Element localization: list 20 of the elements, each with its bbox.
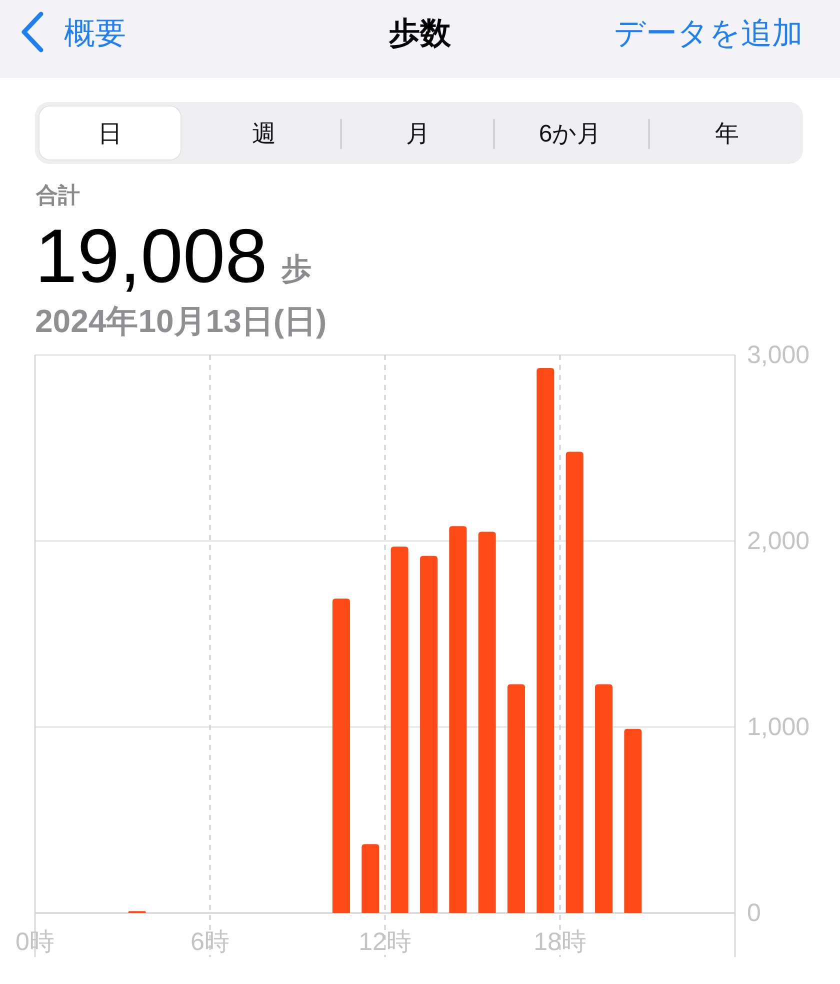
text: データを追加 <box>614 16 803 50</box>
text: 年 <box>715 120 739 148</box>
x-tick-label: 6時 <box>190 928 230 956</box>
y-tick-label: 1,000 <box>747 713 810 741</box>
x-tick-label: 18時 <box>534 928 586 956</box>
text: 週 <box>252 120 276 148</box>
y-tick-label: 3,000 <box>747 341 810 369</box>
text: 合計 <box>35 182 80 208</box>
x-tick-label: 0時 <box>16 928 54 956</box>
text: 概要 <box>64 16 126 50</box>
chart-subtitle: 2024年10月13日(日) <box>35 303 327 339</box>
x-tick-label: 12時 <box>358 928 412 956</box>
y-tick-label: 0 <box>747 899 761 927</box>
text: 歩 <box>280 253 312 286</box>
text: 19,008 <box>35 214 268 299</box>
y-tick-label: 2,000 <box>747 527 810 555</box>
text: 日 <box>98 120 122 148</box>
chart-title: 歩数 <box>388 16 452 50</box>
text: 6か月 <box>538 120 602 148</box>
text: 月 <box>406 120 430 148</box>
